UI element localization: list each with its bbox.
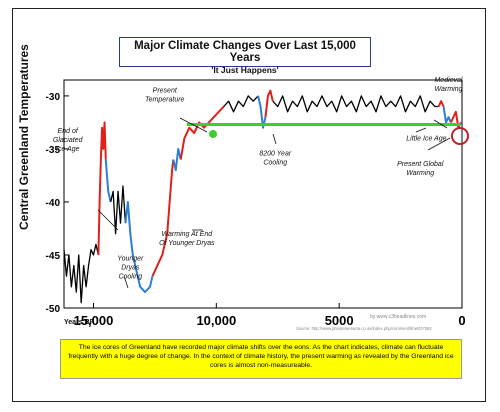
temperature-series-segment — [442, 106, 452, 124]
y-tick-label: -35 — [46, 145, 61, 156]
present-warming-circle — [451, 127, 469, 145]
annotation-label: Younger Dryas Cooling — [117, 255, 144, 280]
y-tick-label: -40 — [46, 198, 61, 209]
temperature-series-segment — [437, 100, 445, 107]
annotation-label: Warming At End Of Younger Dryas — [159, 231, 215, 247]
annotation-label: Present Temperature — [145, 88, 185, 104]
watermark-text: by www.c3headlines.com — [370, 314, 426, 320]
title-box: Major Climate Changes Over Last 15,000 Y… — [119, 37, 371, 75]
x-tick-label: 15,000 — [74, 313, 114, 328]
temperature-series-segment — [63, 243, 100, 304]
temperature-series-segment — [272, 95, 439, 113]
temperature-series-segment — [104, 159, 112, 203]
temperature-series-segment — [257, 95, 267, 129]
temperature-series-segment — [264, 89, 274, 118]
temperature-series-segment — [172, 147, 182, 172]
x-tick-label: 10,000 — [196, 313, 236, 328]
present-temp-marker — [209, 130, 217, 138]
chart-subtitle: 'It Just Happens' — [211, 65, 279, 75]
source-note: Source: http://www.pbsoteraeraeta.co.uk/… — [296, 326, 432, 331]
annotation-label: 8200 Year Cooling — [259, 150, 291, 166]
annotation-label: Little Ice Age — [406, 135, 446, 142]
annotation-label: Medieval Warming — [434, 77, 462, 93]
x-tick-label: 5000 — [325, 313, 354, 328]
temperature-series-segment — [97, 121, 107, 255]
y-tick-label: -30 — [46, 92, 61, 103]
x-axis-prefix: Years BP — [64, 319, 95, 326]
chart-title: Major Climate Changes Over Last 15,000 Y… — [134, 40, 356, 64]
temperature-series-segment — [110, 185, 127, 235]
annotation-arrows — [97, 117, 451, 289]
y-axis-label: Central Greenland Temperatures — [17, 44, 31, 230]
temperature-series-segment — [223, 95, 259, 113]
caption-box: The ice cores of Greenland have recorded… — [60, 339, 462, 379]
temperature-series-segment — [151, 159, 175, 277]
x-tick-label: 0 — [458, 313, 465, 328]
temperature-series-segment — [124, 200, 154, 294]
y-tick-label: -45 — [46, 251, 61, 262]
annotation-label: Present Global Warming — [397, 161, 444, 177]
annotation-label: End of Glaciated Ice Age — [53, 128, 84, 153]
chart-frame — [12, 8, 486, 402]
y-tick-label: -50 — [46, 304, 61, 315]
plot-area — [63, 79, 463, 309]
temperature-series-segment — [179, 105, 225, 160]
